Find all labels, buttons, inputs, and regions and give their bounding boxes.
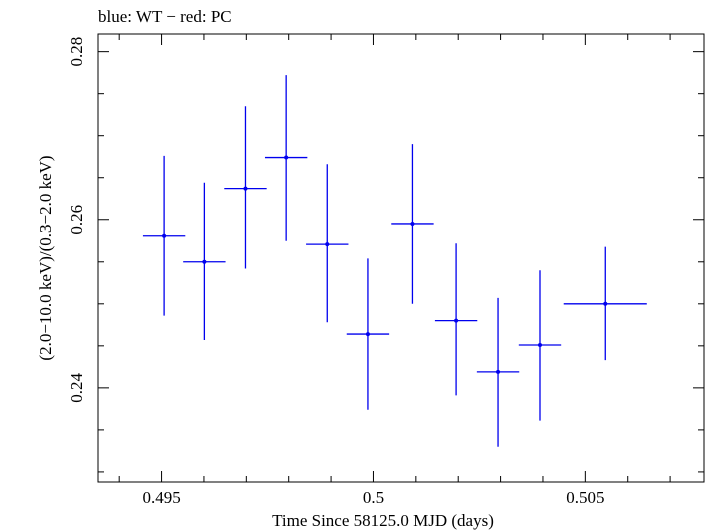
data-point	[325, 242, 330, 247]
data-series-wt	[142, 75, 647, 447]
data-point	[537, 342, 542, 347]
y-axis: 0.24 0.26 0.28	[67, 37, 704, 473]
data-point-group	[306, 164, 349, 323]
data-point-group	[434, 243, 478, 396]
chart-title: blue: WT − red: PC	[98, 7, 232, 26]
plot-frame	[97, 33, 705, 483]
data-point-group	[142, 155, 186, 316]
data-point	[496, 369, 501, 374]
data-point-group	[183, 182, 226, 340]
data-point-group	[391, 144, 434, 304]
data-point-group	[264, 75, 308, 241]
data-point	[284, 155, 289, 160]
data-point	[410, 221, 415, 226]
x-axis-title: Time Since 58125.0 MJD (days)	[272, 511, 494, 530]
y-tick-label: 0.24	[67, 372, 86, 402]
y-tick-label: 0.28	[67, 37, 86, 67]
y-tick-label: 0.26	[67, 205, 86, 235]
x-tick-label: 0.495	[142, 488, 180, 507]
data-point	[162, 233, 167, 238]
y-axis-title: (2.0−10.0 keV)/(0.3−2.0 keV)	[36, 155, 55, 360]
data-point-group	[346, 258, 390, 410]
data-point-group	[563, 246, 647, 361]
data-point-group	[476, 297, 520, 447]
data-point	[365, 332, 370, 337]
data-point	[202, 259, 207, 264]
x-tick-label: 0.5	[363, 488, 384, 507]
data-point	[243, 186, 248, 191]
data-point-group	[518, 270, 562, 421]
x-axis: 0.495 0.5 0.505	[118, 34, 671, 507]
x-tick-label: 0.505	[566, 488, 604, 507]
data-point	[603, 301, 608, 306]
data-point	[454, 318, 459, 323]
data-point-group	[224, 106, 267, 269]
